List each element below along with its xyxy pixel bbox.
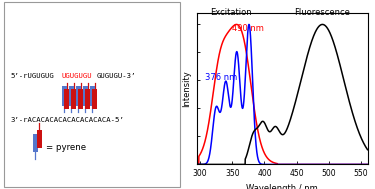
Text: 490 nm: 490 nm	[232, 24, 264, 33]
Text: Excitation: Excitation	[210, 8, 252, 17]
Bar	[83, 85, 88, 106]
Text: = pyrene: = pyrene	[46, 143, 87, 152]
Text: UGUGUGU: UGUGUGU	[61, 73, 92, 79]
Bar	[71, 89, 76, 109]
Text: 376 nm: 376 nm	[205, 73, 237, 82]
Text: 3’-rACACACACACACACАCACA-5’: 3’-rACACACACACACACАCACA-5’	[11, 116, 124, 122]
Text: 5’-rUGUGUG: 5’-rUGUGUG	[11, 73, 54, 79]
Bar	[37, 130, 42, 149]
Text: GUGUGU-3’: GUGUGU-3’	[96, 73, 136, 79]
Bar	[62, 85, 67, 106]
Text: Fluorescence: Fluorescence	[294, 8, 350, 17]
Bar	[69, 85, 74, 106]
Bar	[64, 89, 69, 109]
Bar	[33, 134, 38, 152]
Bar	[85, 89, 90, 109]
Bar	[90, 85, 95, 106]
Y-axis label: Intensity: Intensity	[182, 70, 191, 107]
Bar	[92, 89, 97, 109]
X-axis label: Wavelength / nm: Wavelength / nm	[246, 184, 318, 189]
Bar	[78, 89, 83, 109]
Bar	[76, 85, 81, 106]
